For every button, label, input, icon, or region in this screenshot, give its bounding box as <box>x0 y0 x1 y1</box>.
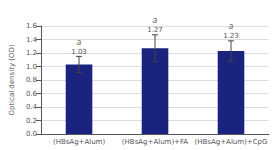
svg-text:1.23: 1.23 <box>223 32 239 40</box>
svg-text:a: a <box>153 16 158 25</box>
svg-text:0.4: 0.4 <box>26 103 38 111</box>
svg-text:1.4: 1.4 <box>26 36 38 44</box>
svg-text:Optical density (OD): Optical density (OD) <box>8 44 16 115</box>
svg-text:a: a <box>229 22 234 31</box>
svg-text:0.8: 0.8 <box>26 76 37 84</box>
svg-text:1.6: 1.6 <box>26 22 38 30</box>
svg-text:1.27: 1.27 <box>147 26 163 34</box>
svg-text:1.0: 1.0 <box>26 63 37 71</box>
svg-text:a: a <box>77 38 82 47</box>
svg-text:(HBsAg+Alum)+CpG: (HBsAg+Alum)+CpG <box>195 138 268 146</box>
svg-text:1.2: 1.2 <box>26 49 37 57</box>
svg-text:1.03: 1.03 <box>71 48 87 56</box>
svg-text:(HBsAg+Alum): (HBsAg+Alum) <box>53 138 106 146</box>
svg-text:0.6: 0.6 <box>26 90 38 98</box>
svg-text:0.2: 0.2 <box>26 117 37 125</box>
svg-text:(HBsAg+Alum)+FA: (HBsAg+Alum)+FA <box>122 138 189 146</box>
svg-text:0.0: 0.0 <box>26 130 37 138</box>
